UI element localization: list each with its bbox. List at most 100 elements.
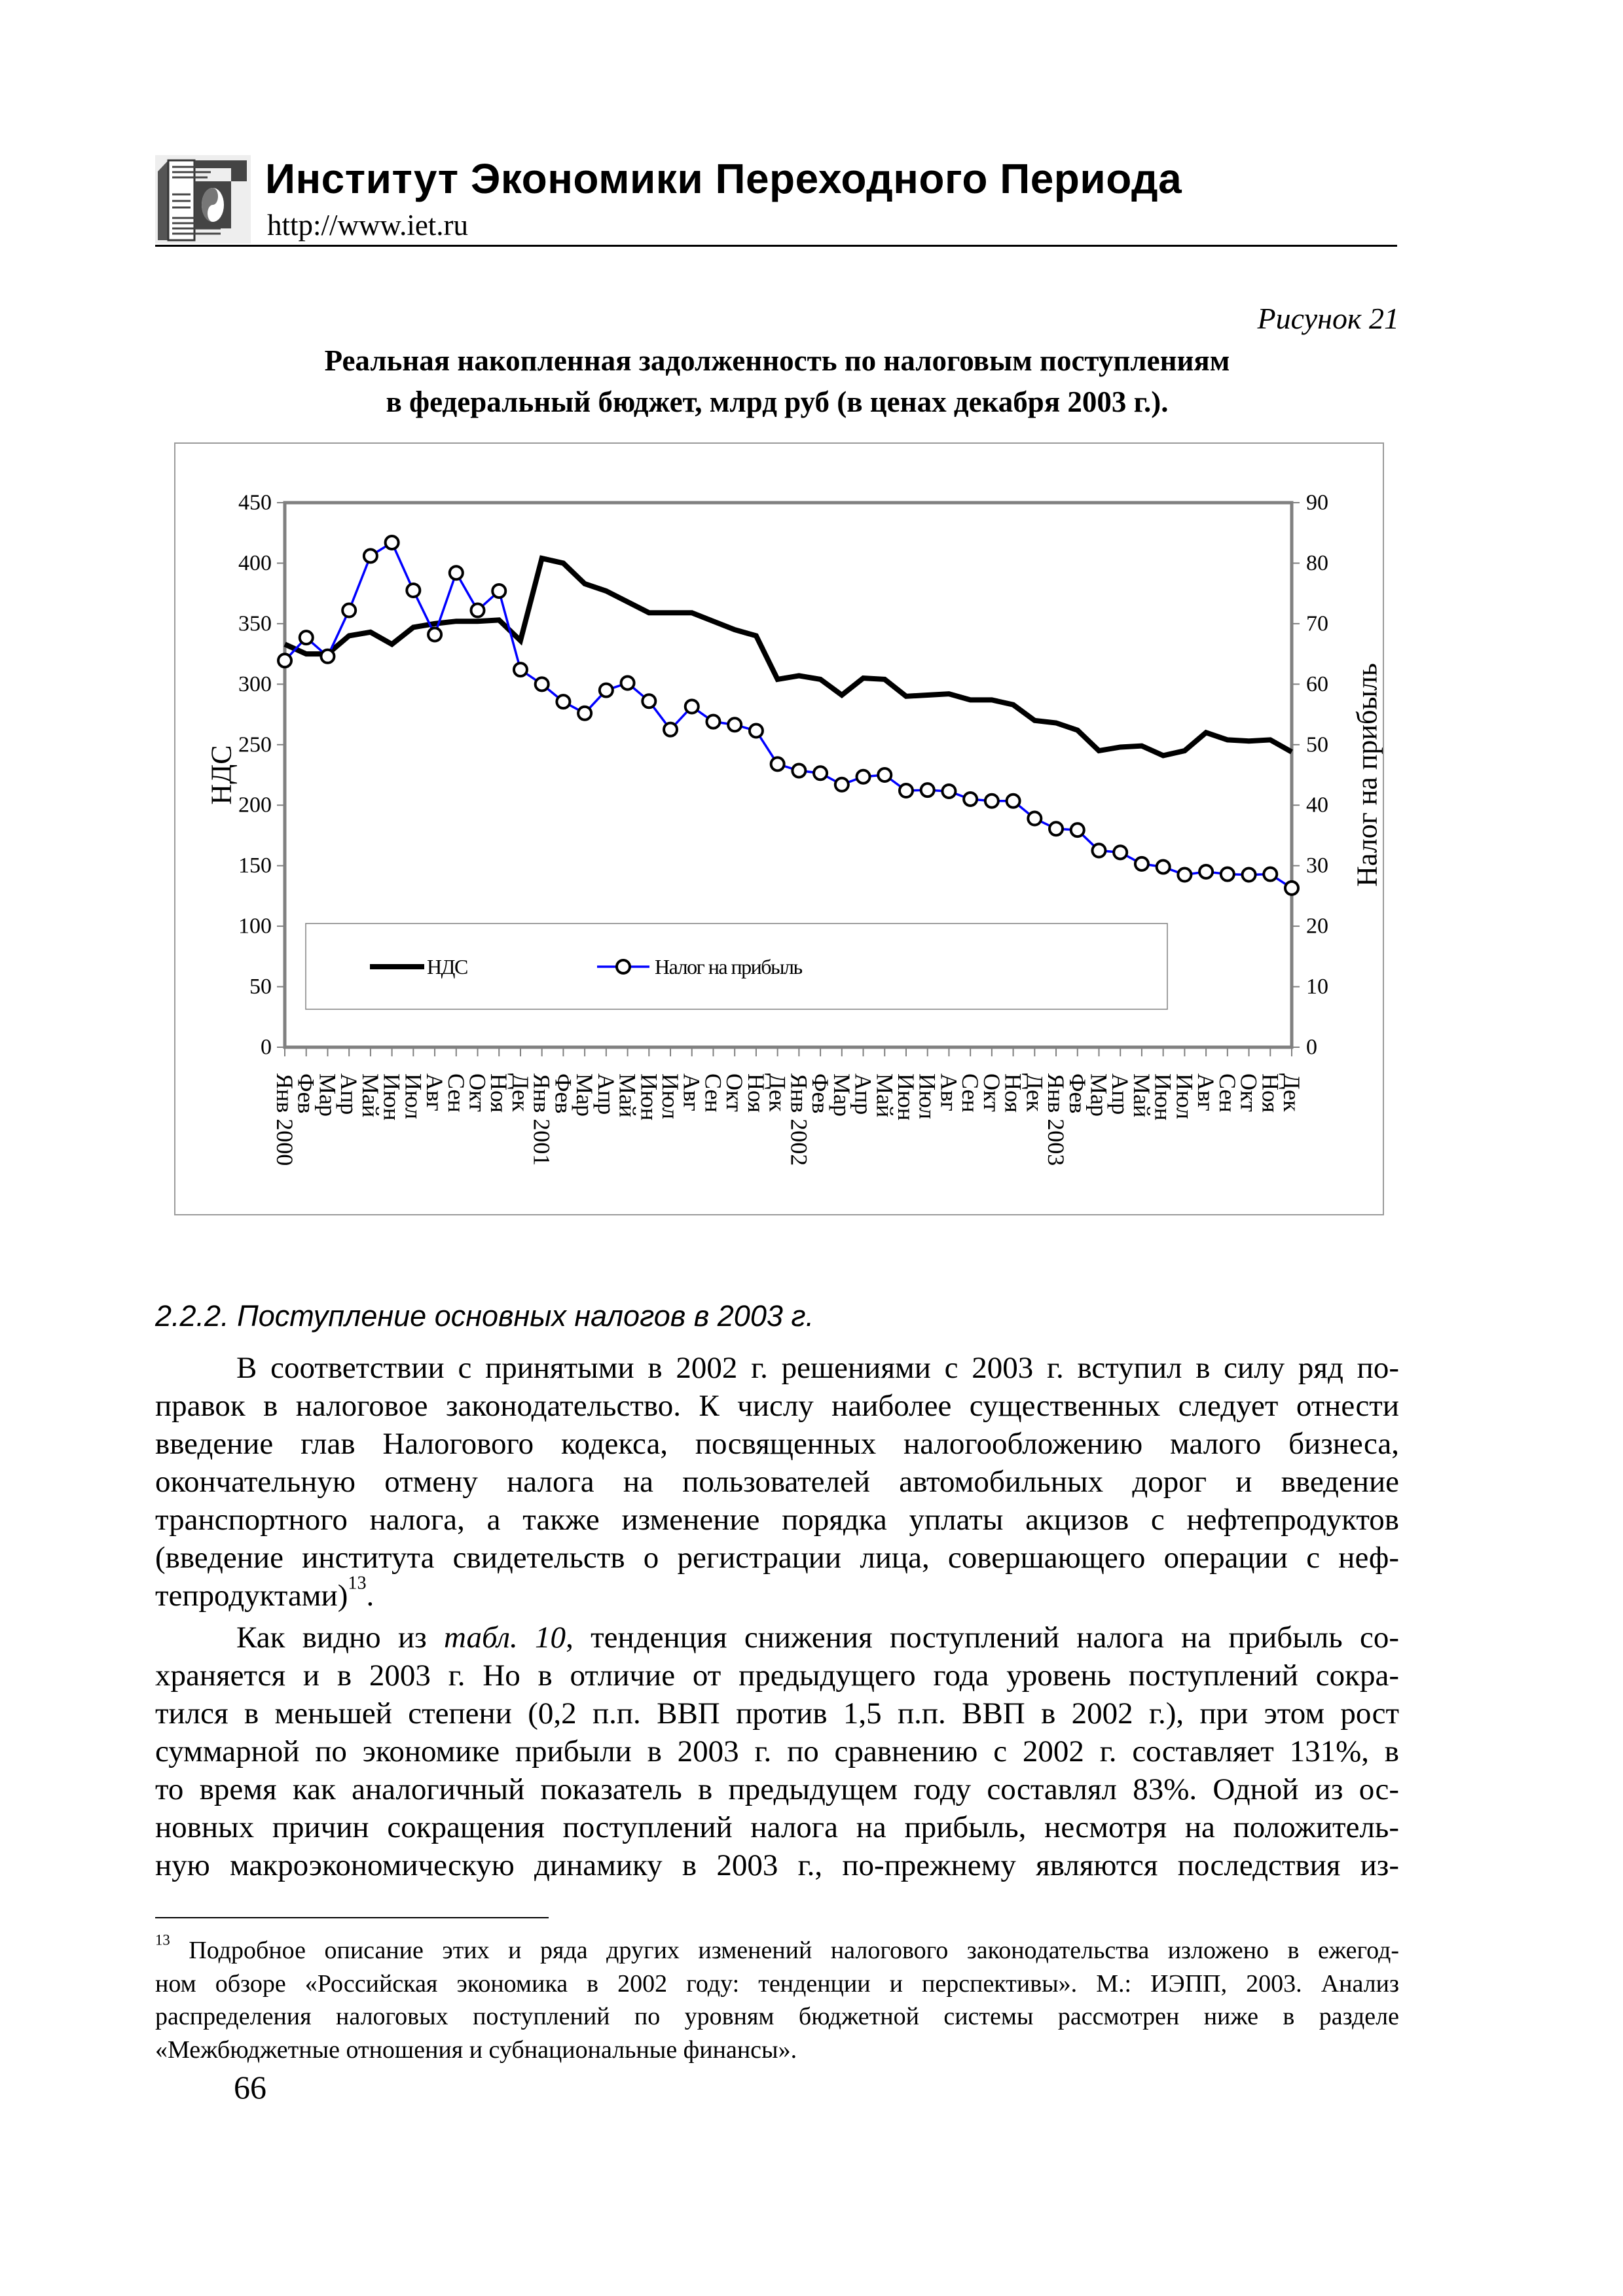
y2-tick-label: 50 [1306,732,1328,757]
x-tick-label: Авг [422,1073,448,1111]
profit-tax-data-point [448,565,464,581]
profit-tax-data-point [619,675,636,691]
x-tick-label: Окт [1236,1073,1262,1112]
x-tick-label: Дек [1021,1073,1048,1112]
profit-tax-data-point [1091,842,1107,859]
nds-series-line [283,555,1293,759]
x-tick-label: Сен [957,1073,983,1113]
text-line: новных причин сокращения поступлений нал… [155,1810,1399,1844]
x-tick-label: Янв 2001 [529,1073,555,1166]
x-tick-label: Мар [314,1073,340,1117]
x-tick-label: Май [357,1073,384,1117]
plot-area [283,501,1294,1049]
profit-tax-data-point [598,682,614,698]
y-axis-title: НДС [206,745,238,804]
profit-tax-data-point [298,630,314,646]
x-tick-label: Июн [893,1073,919,1121]
x-tick-label: Сен [443,1073,469,1113]
profit-tax-data-point [341,602,357,619]
y-tick-label: 100 [238,914,272,939]
y2-tick-label: 40 [1306,793,1328,817]
text-line: тился в меньшей степени (0,2 п.п. ВВП пр… [155,1696,1399,1731]
y2-tick-label: 80 [1306,551,1328,575]
profit-tax-data-point [1176,867,1193,883]
x-tick-label: Янв 2000 [272,1073,298,1166]
profit-tax-data-point [555,694,572,710]
chart-svg: 0 50 100 150 200 250 300 350 400 450 0 10 20 30 40 50 60… [206,491,1383,1166]
profit-tax-data-point [855,768,871,785]
x-tick-label: Сен [1214,1073,1241,1113]
y2-tick-label: 70 [1306,611,1328,636]
footnote-ref[interactable]: 13 [348,1573,367,1594]
x-tick-label: Ноя [1257,1073,1283,1113]
profit-tax-data-point [833,776,850,793]
footnote-divider [155,1917,549,1918]
text-span: . [366,1579,374,1613]
legend-nds-label: НДС [427,955,467,978]
x-tick-label: Мар [572,1073,598,1117]
text-span: , тенденция снижения поступлений налога … [566,1621,1399,1655]
profit-tax-data-point [1155,859,1171,875]
profit-tax-data-point [812,765,829,781]
profit-tax-data-point [727,717,743,733]
profit-tax-data-point [1219,866,1235,882]
header-divider [155,245,1397,247]
profit-tax-data-point [1112,844,1129,861]
profit-tax-data-point [684,698,700,715]
profit-tax-data-point [641,693,657,709]
x-tick-label: Апр [593,1073,619,1115]
figure-number: Рисунок 21 [1257,302,1399,335]
y2-tick-label: 10 [1306,975,1328,999]
legend-profit-tax-marker [615,959,631,975]
text-line: «Межбюджетные отношения и субнациональны… [155,2036,797,2064]
y-tick-label: 250 [238,732,272,757]
x-tick-label: Май [1129,1073,1155,1117]
text-span: Подробное описание этих и ряда других из… [170,1937,1399,1964]
x-tick-label: Окт [465,1073,491,1112]
profit-tax-data-point [577,705,593,721]
section-heading: 2.2.2. Поступление основных налогов в 20… [155,1299,814,1333]
org-url[interactable]: http://www.iet.ru [267,209,469,242]
profit-tax-data-point [277,653,293,669]
x-tick-label: Мар [1085,1073,1112,1117]
profit-tax-data-point [769,756,786,772]
profit-tax-data-point [319,648,336,664]
x-tick-label: Фев [293,1073,319,1113]
profit-tax-data-point [1284,880,1300,896]
text-line: ную макроэкономическую динамику в 2003 г… [155,1848,1399,1882]
page-number: 66 [234,2069,266,2106]
profit-tax-data-point [491,583,507,599]
iet-logo [155,155,251,243]
x-tick-label: Апр [850,1073,877,1115]
x-tick-label: Июн [379,1073,405,1121]
y-tick-label: 400 [238,551,272,575]
y-tick-label: 150 [238,853,272,878]
text-line: храняется и в 2003 г. Но в отличие от пр… [155,1659,1399,1693]
x-tick-label: Апр [336,1073,362,1115]
footnote-mark: 13 [155,1931,170,1948]
profit-tax-data-point [1048,821,1065,837]
x-tick-label: Авг [1193,1073,1219,1111]
paragraph-2: Как видно из табл. 10, тенденция снижени… [155,1619,1399,1884]
text-line: окончательную отмену налога на пользоват… [155,1465,1399,1499]
x-tick-label: Ноя [743,1073,769,1113]
org-title: Институт Экономики Переходного Периода [265,155,1182,202]
profit-tax-data-point [748,723,764,739]
y-tick-label: 350 [238,611,272,636]
text-line: то время как аналогичный показатель в пр… [155,1772,1399,1806]
profit-tax-data-point [1198,863,1214,880]
x-tick-label: Июл [915,1073,941,1119]
profit-tax-data-point [534,676,550,692]
table-reference[interactable]: табл. 10 [444,1621,566,1655]
x-tick-label: Фев [1065,1073,1091,1113]
text-line: суммарной по экономике прибыли в 2003 г.… [155,1734,1399,1768]
y-tick-label: 200 [238,793,272,817]
text-line: (введение института свидетельств о регис… [155,1541,1399,1575]
text-line: введение глав Налогового кодекса, посвящ… [155,1427,1399,1461]
legend-profit-tax-label: Налог на прибыль [655,955,803,978]
x-tick-label: Апр [1107,1073,1133,1115]
x-tick-label: Июн [1150,1073,1176,1121]
profit-tax-data-point [512,662,528,678]
text-line: Как видно из табл. 10, тенденция снижени… [155,1619,1399,1657]
chart: 0 50 100 150 200 250 300 350 400 450 0 10 20 30 40 50 60… [174,442,1384,1215]
